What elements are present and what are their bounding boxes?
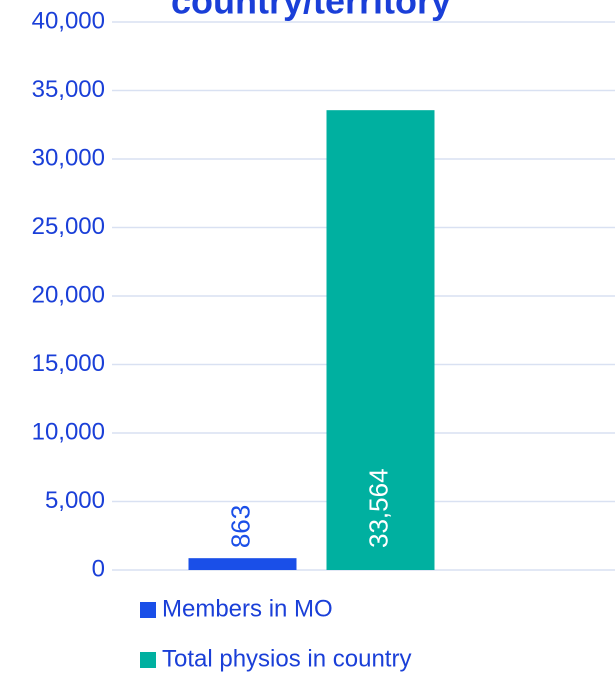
bar — [326, 110, 435, 570]
y-tick-label: 15,000 — [32, 350, 105, 377]
y-tick-label: 30,000 — [32, 144, 105, 171]
legend-swatch — [140, 602, 156, 618]
chart-title: country/territory — [171, 0, 451, 22]
y-tick-label: 0 — [92, 555, 105, 582]
y-tick-label: 40,000 — [32, 7, 105, 34]
y-tick-label: 10,000 — [32, 418, 105, 445]
y-tick-label: 5,000 — [45, 487, 105, 514]
legend-label: Total physios in country — [162, 645, 411, 672]
legend-label: Members in MO — [162, 595, 333, 622]
legend-swatch — [140, 652, 156, 668]
data-label: 33,564 — [363, 468, 393, 548]
y-tick-label: 25,000 — [32, 213, 105, 240]
y-tick-label: 20,000 — [32, 281, 105, 308]
bar — [188, 558, 297, 570]
data-label: 863 — [225, 505, 255, 548]
y-tick-label: 35,000 — [32, 76, 105, 103]
